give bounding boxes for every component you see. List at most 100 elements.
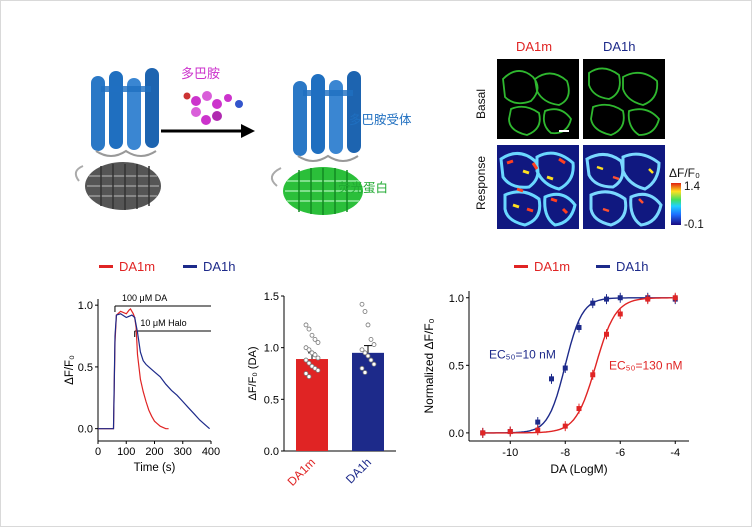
data-point — [315, 368, 321, 373]
ec50-label-da1h: EC₅₀=10 nM — [489, 348, 556, 362]
dopamine-molecule — [183, 91, 243, 125]
legend-right-da1h: DA1h — [596, 259, 649, 274]
x-axis-title: Time (s) — [134, 462, 176, 474]
data-point-da1m — [590, 372, 596, 378]
colorbar-gradient — [671, 183, 681, 225]
y-tick-label: 0.0 — [264, 446, 279, 458]
category-label-da1h: DA1h — [343, 455, 374, 486]
y-axis-title: ΔF/F₀ — [64, 355, 76, 385]
x-tick-label: 100 — [117, 446, 135, 458]
bar-chart: 0.0 0.5 1.0 1.5 ΔF/F₀ (DA) DA1m DA1h — [247, 291, 396, 489]
x-tick-label: 300 — [174, 446, 192, 458]
data-point-da1m — [562, 423, 568, 429]
fluorescent-barrel-green — [270, 167, 363, 215]
data-point — [303, 371, 309, 376]
data-point — [303, 322, 309, 328]
y-tick-label: 0.0 — [78, 424, 93, 436]
colorbar-max-label: 1.4 — [684, 181, 701, 193]
legend-label-da1m: DA1m — [119, 259, 156, 274]
row-label-response: Response — [474, 156, 488, 210]
receptor-protein-right — [293, 71, 361, 162]
fit-curve-da1m — [482, 297, 673, 434]
data-point — [365, 353, 371, 359]
data-point — [315, 355, 321, 361]
dose-response-chart: -10 -8 -6 -4 0.0 0.5 1.0 DA (LogM) Normalized ΔF… — [422, 291, 689, 476]
data-point-da1m — [604, 331, 609, 337]
image-response-da1m — [497, 145, 579, 229]
imaging-panel: Basal Response ΔF/F₀ 1.4 — [474, 59, 704, 231]
x-tick-label: 0 — [95, 446, 101, 458]
y-tick-label: 0.5 — [449, 360, 464, 372]
x-tick-label: -8 — [560, 447, 570, 459]
x-tick-label: -10 — [502, 447, 518, 459]
data-point — [306, 326, 312, 332]
y-axis-title: ΔF/F₀ (DA) — [247, 346, 259, 400]
imaging-col-label-da1h: DA1h — [603, 39, 636, 54]
legend-swatch-da1m — [99, 265, 113, 268]
receptor-label: 多巴胺受体 — [349, 113, 412, 127]
legend-swatch-da1h — [183, 265, 197, 268]
fluorescent-barrel-gray — [74, 162, 161, 210]
legend-left-da1m: DA1m — [99, 259, 155, 274]
sensor-schematic: 多巴胺 多巴胺受体 荧光蛋白 — [74, 66, 412, 215]
reaction-arrow — [161, 124, 255, 138]
category-label-da1m: DA1m — [285, 455, 318, 488]
data-point — [309, 332, 315, 338]
data-point-da1h — [576, 324, 582, 330]
x-tick-label: -6 — [615, 447, 625, 459]
data-point — [371, 361, 377, 367]
x-tick-label: 400 — [202, 446, 220, 458]
y-tick-label: 1.5 — [264, 291, 279, 303]
bar-da1m — [296, 359, 328, 451]
y-tick-label: 0.5 — [264, 394, 279, 406]
y-tick-label: 1.0 — [78, 300, 93, 312]
data-point-da1h — [535, 419, 541, 425]
data-point-da1m — [576, 406, 582, 412]
x-tick-label: 200 — [145, 446, 163, 458]
data-point-da1h — [590, 300, 596, 306]
data-point — [315, 340, 321, 345]
legend-left-da1h: DA1h — [183, 259, 236, 274]
data-point — [306, 374, 312, 379]
colorbar-title: ΔF/F₀ — [669, 166, 700, 180]
y-tick-label: 0.5 — [78, 362, 93, 374]
colorbar-min-label: -0.1 — [684, 219, 704, 231]
x-tick-label: -4 — [670, 447, 680, 459]
data-point — [312, 352, 318, 358]
receptor-protein-left — [91, 68, 159, 157]
legend-label-da1m-right: DA1m — [534, 259, 571, 274]
data-point — [359, 347, 365, 353]
data-point — [365, 322, 371, 328]
data-point-da1m — [507, 429, 513, 435]
y-tick-label: 1.0 — [449, 293, 464, 305]
data-point-da1h — [604, 296, 609, 302]
data-point — [359, 301, 365, 307]
series-line-da1h — [98, 313, 210, 430]
data-point — [306, 360, 312, 366]
data-point — [312, 337, 318, 342]
data-point-da1m — [617, 311, 623, 317]
dopamine-label: 多巴胺 — [181, 66, 220, 81]
data-point — [306, 347, 312, 353]
data-point — [303, 357, 309, 363]
data-point-da1m — [480, 430, 486, 436]
bar-da1h — [352, 352, 384, 451]
legend-label-da1h: DA1h — [203, 259, 236, 274]
ec50-label-da1m: EC₅₀=130 nM — [609, 358, 683, 372]
image-response-da1h — [583, 145, 665, 229]
data-point-da1h — [617, 295, 623, 301]
data-point-da1h — [549, 376, 554, 382]
row-label-basal: Basal — [474, 89, 488, 119]
halo-stimulus-label: 10 μM Halo — [140, 318, 186, 328]
data-point-da1h — [562, 365, 568, 371]
timecourse-chart: 0 100 200 300 400 0.0 0.5 1.0 Time (s) ΔF/F₀ 100 μ… — [64, 293, 220, 474]
image-basal-da1m — [497, 59, 579, 139]
x-axis-title: DA (LogM) — [550, 462, 607, 476]
imaging-col-label-da1m: DA1m — [516, 39, 553, 54]
da-stimulus-label: 100 μM DA — [122, 293, 167, 303]
data-point — [362, 309, 368, 314]
legend-label-da1h-right: DA1h — [616, 259, 649, 274]
image-basal-da1h — [583, 59, 665, 139]
data-point — [368, 357, 374, 363]
